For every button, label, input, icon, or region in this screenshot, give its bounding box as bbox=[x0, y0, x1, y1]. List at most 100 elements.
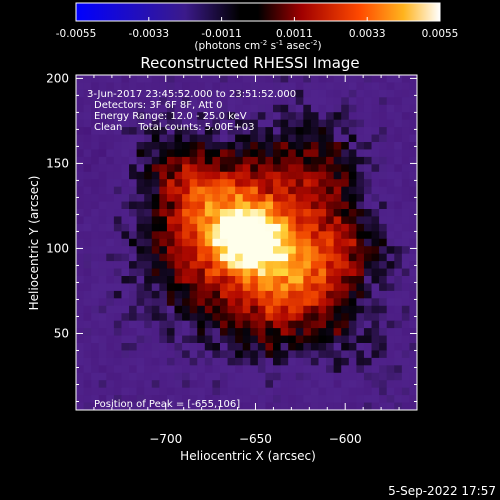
heatmap-cell bbox=[227, 112, 236, 121]
heatmap-cell bbox=[280, 209, 289, 218]
heatmap-cell bbox=[91, 395, 100, 404]
heatmap-cell bbox=[166, 395, 176, 404]
heatmap-cell bbox=[295, 186, 304, 195]
heatmap-cell bbox=[371, 365, 380, 374]
heatmap-cell bbox=[159, 357, 168, 366]
heatmap-cell bbox=[280, 246, 289, 255]
heatmap-cell bbox=[318, 194, 327, 203]
heatmap-cell bbox=[166, 127, 176, 136]
heatmap-cell bbox=[401, 283, 411, 292]
heatmap-cell bbox=[144, 268, 153, 277]
colorbar-tick-label: 0.0055 bbox=[422, 28, 459, 40]
heatmap-cell bbox=[113, 268, 123, 277]
heatmap-cell bbox=[98, 201, 107, 210]
heatmap-cell bbox=[235, 201, 244, 210]
heatmap-cell bbox=[182, 186, 191, 195]
heatmap-cell bbox=[280, 253, 289, 262]
heatmap-cell bbox=[91, 223, 100, 232]
heatmap-cell bbox=[303, 343, 312, 352]
heatmap-cell bbox=[356, 246, 365, 255]
heatmap-cell bbox=[121, 82, 130, 91]
heatmap-cell bbox=[318, 276, 327, 285]
heatmap-cell bbox=[219, 402, 229, 410]
heatmap-cell bbox=[166, 261, 176, 270]
heatmap-cell bbox=[356, 402, 365, 410]
heatmap-cell bbox=[280, 261, 289, 270]
heatmap-cell bbox=[113, 216, 123, 225]
heatmap-cell bbox=[386, 320, 395, 329]
heatmap-cell bbox=[386, 171, 395, 180]
heatmap-cell bbox=[242, 164, 251, 173]
heatmap-cell bbox=[159, 372, 168, 381]
heatmap-cell bbox=[371, 380, 380, 389]
heatmap-cell bbox=[136, 238, 145, 247]
heatmap-cell bbox=[182, 142, 191, 151]
heatmap-cell bbox=[295, 238, 304, 247]
heatmap-cell bbox=[76, 261, 85, 270]
heatmap-cell bbox=[318, 283, 327, 292]
heatmap-cell bbox=[182, 179, 191, 188]
heatmap-cell bbox=[204, 201, 213, 210]
heatmap-cell bbox=[91, 171, 100, 180]
heatmap-cell bbox=[401, 119, 411, 128]
heatmap-cell bbox=[356, 365, 365, 374]
heatmap-cell bbox=[83, 209, 92, 218]
heatmap-cell bbox=[250, 298, 259, 307]
heatmap-cell bbox=[250, 164, 259, 173]
heatmap-cell bbox=[113, 186, 123, 195]
heatmap-cell bbox=[76, 179, 85, 188]
heatmap-cell bbox=[257, 142, 267, 151]
heatmap-cell bbox=[136, 305, 145, 314]
heatmap-cell bbox=[189, 246, 198, 255]
heatmap-cell bbox=[197, 171, 206, 180]
heatmap-cell bbox=[121, 142, 130, 151]
heatmap-cell bbox=[242, 231, 251, 240]
heatmap-cell bbox=[174, 335, 183, 344]
heatmap-cell bbox=[197, 75, 206, 84]
heatmap-cell bbox=[91, 387, 100, 396]
heatmap-cell bbox=[295, 387, 304, 396]
heatmap-cell bbox=[219, 104, 229, 113]
heatmap-cell bbox=[121, 343, 130, 352]
heatmap-cell bbox=[121, 298, 130, 307]
heatmap-cell bbox=[197, 335, 206, 344]
heatmap-cell bbox=[212, 335, 221, 344]
heatmap-cell bbox=[295, 171, 304, 180]
heatmap-cell bbox=[326, 372, 335, 381]
heatmap-cell bbox=[401, 372, 411, 381]
heatmap-cell bbox=[401, 142, 411, 151]
heatmap-cell bbox=[212, 194, 221, 203]
heatmap-cell bbox=[288, 357, 297, 366]
heatmap-cell bbox=[204, 387, 213, 396]
heatmap-cell bbox=[257, 194, 267, 203]
heatmap-cell bbox=[326, 290, 335, 299]
heatmap-cell bbox=[136, 186, 145, 195]
heatmap-cell bbox=[348, 209, 357, 218]
heatmap-cell bbox=[242, 97, 251, 106]
heatmap-cell bbox=[288, 328, 297, 337]
heatmap-cell bbox=[106, 75, 115, 84]
heatmap-cell bbox=[144, 380, 153, 389]
heatmap-cell bbox=[318, 82, 327, 91]
heatmap-cell bbox=[227, 290, 236, 299]
heatmap-cell bbox=[151, 156, 160, 165]
heatmap-cell bbox=[394, 104, 403, 113]
heatmap-cell bbox=[182, 134, 191, 143]
heatmap-cell bbox=[273, 231, 282, 240]
heatmap-cell bbox=[204, 357, 213, 366]
heatmap-cell bbox=[295, 134, 304, 143]
heatmap-cell bbox=[106, 104, 115, 113]
heatmap-cell bbox=[129, 179, 138, 188]
heatmap-cell bbox=[265, 365, 274, 374]
heatmap-cell bbox=[363, 402, 373, 410]
heatmap-cell bbox=[288, 89, 297, 98]
heatmap-cell bbox=[265, 179, 274, 188]
heatmap-cell bbox=[106, 387, 115, 396]
heatmap-cell bbox=[341, 253, 350, 262]
heatmap-cell bbox=[379, 104, 388, 113]
heatmap-cell bbox=[333, 127, 342, 136]
heatmap-cell bbox=[333, 134, 342, 143]
heatmap-cell bbox=[204, 164, 213, 173]
heatmap-cell bbox=[295, 268, 304, 277]
heatmap-cell bbox=[310, 142, 320, 151]
